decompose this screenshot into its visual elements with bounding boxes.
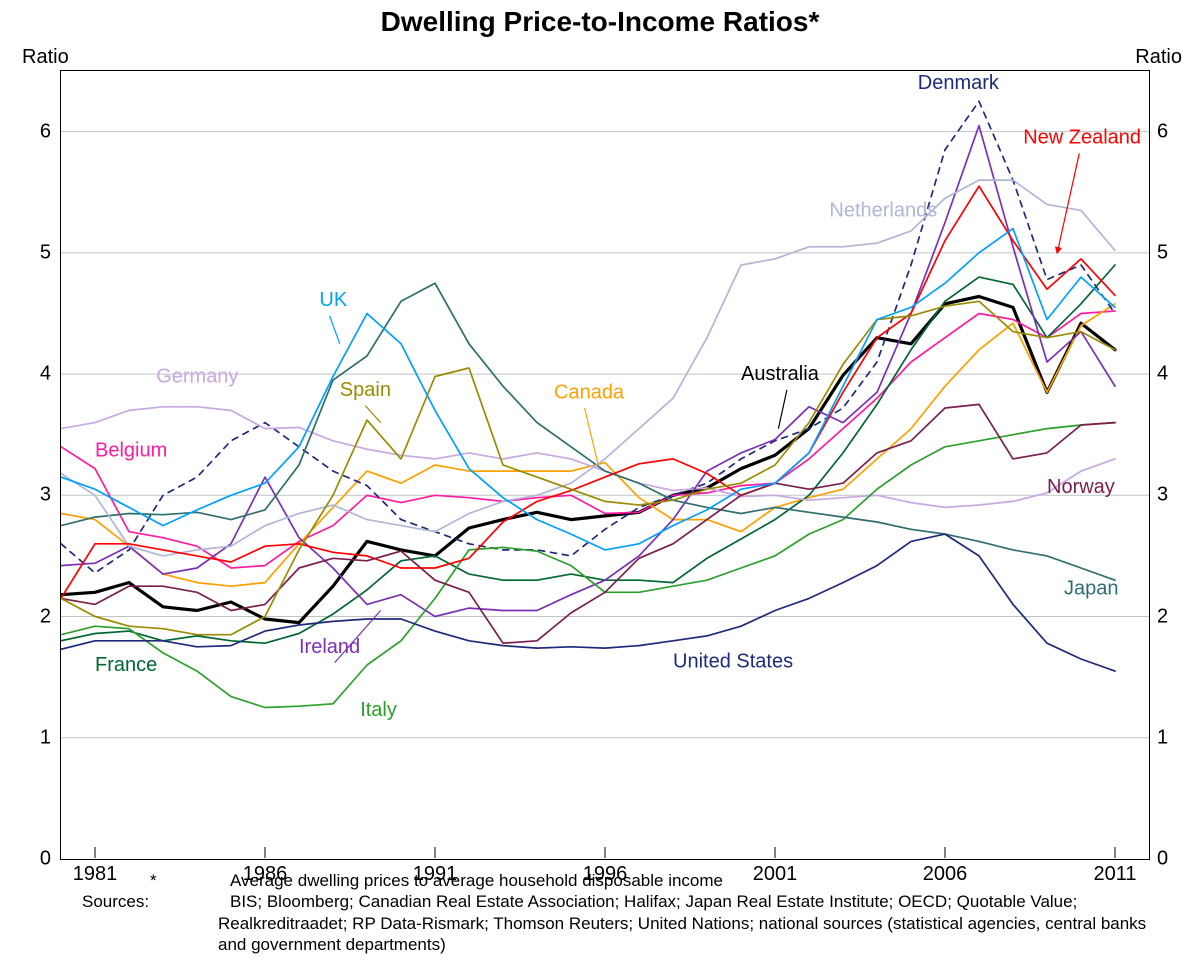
chart-footnote: *Average dwelling prices to average hous…: [70, 870, 1160, 955]
series-label-belgium: Belgium: [95, 440, 167, 462]
chart-container: Dwelling Price-to-Income Ratios* Ratio R…: [0, 0, 1200, 965]
tick-label: 6: [1157, 120, 1168, 143]
series-belgium: [61, 311, 1115, 568]
series-label-canada: Canada: [554, 381, 625, 403]
series-denmark: [61, 101, 1115, 573]
series-label-netherlands: Netherlands: [829, 199, 937, 221]
series-label-ireland: Ireland: [299, 636, 360, 658]
tick-label: 2: [21, 605, 51, 628]
series-label-italy: Italy: [360, 699, 397, 721]
tick-label: 4: [1157, 363, 1168, 386]
leader-line: [330, 316, 340, 344]
series-label-australia: Australia: [741, 363, 820, 385]
series-label-newzealand: New Zealand: [1023, 127, 1141, 149]
series-label-norway: Norway: [1047, 476, 1115, 498]
footnote-star: *: [150, 870, 230, 891]
series-label-denmark: Denmark: [918, 72, 1000, 94]
tick-label: 1: [1157, 726, 1168, 749]
tick-label: 5: [21, 241, 51, 264]
tick-label: 5: [1157, 241, 1168, 264]
series-label-spain: Spain: [340, 379, 391, 401]
y-axis-label-left: Ratio: [22, 46, 69, 69]
series-label-us: United States: [673, 650, 793, 672]
tick-label: 0: [21, 848, 51, 871]
series-label-france: France: [95, 654, 157, 676]
series-japan: [61, 283, 1115, 580]
series-norway: [61, 404, 1115, 643]
tick-label: 3: [21, 484, 51, 507]
tick-label: 0: [1157, 848, 1168, 871]
tick-label: 6: [21, 120, 51, 143]
tick-label: 2: [1157, 605, 1168, 628]
series-label-uk: UK: [319, 289, 347, 311]
leader-line: [1057, 153, 1079, 252]
y-axis-label-right: Ratio: [1135, 46, 1182, 69]
leader-line: [585, 408, 599, 465]
leader-line: [778, 390, 787, 429]
series-label-germany: Germany: [156, 366, 238, 388]
tick-label: 1: [21, 726, 51, 749]
footnote-sources-label: Sources:: [150, 891, 230, 912]
plot-area: Germany Belgium UK Spain Ireland France Italy C…: [60, 70, 1150, 860]
footnote-sources-text: BIS; Bloomberg; Canadian Real Estate Ass…: [218, 892, 1146, 954]
footnote-star-text: Average dwelling prices to average house…: [230, 871, 723, 890]
chart-svg: Germany Belgium UK Spain Ireland France Italy C…: [61, 71, 1149, 859]
tick-label: 4: [21, 363, 51, 386]
tick-label: 3: [1157, 484, 1168, 507]
series-label-japan: Japan: [1064, 578, 1119, 600]
chart-title: Dwelling Price-to-Income Ratios*: [0, 6, 1200, 38]
